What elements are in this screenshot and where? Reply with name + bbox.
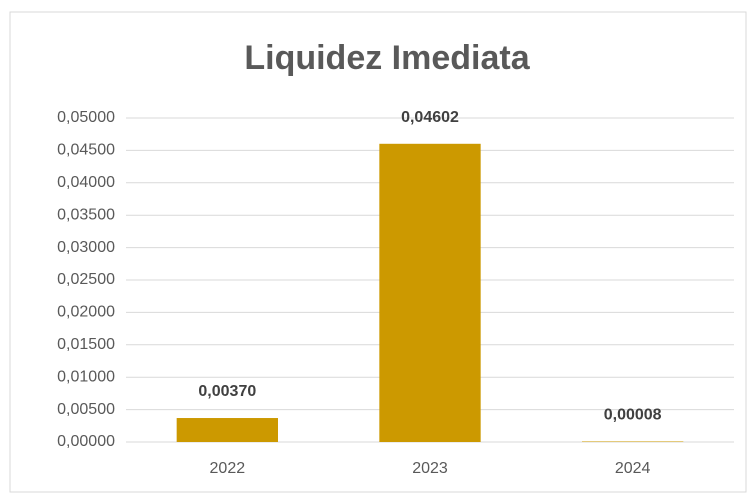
y-tick-label: 0,04000 <box>57 174 115 191</box>
y-tick-label: 0,05000 <box>57 109 115 126</box>
y-tick-label: 0,02500 <box>57 271 115 288</box>
y-tick-label: 0,04500 <box>57 142 115 159</box>
data-label: 0,00370 <box>198 383 256 400</box>
y-tick-label: 0,03000 <box>57 239 115 256</box>
x-tick-label: 2022 <box>210 460 246 477</box>
y-tick-label: 0,01000 <box>57 368 115 385</box>
chart-title: Liquidez Imediata <box>244 39 530 77</box>
bar <box>582 441 684 442</box>
data-label: 0,04602 <box>401 109 459 126</box>
bar <box>176 418 278 442</box>
y-tick-label: 0,00500 <box>57 401 115 418</box>
data-label: 0,00008 <box>604 407 662 424</box>
bar <box>379 143 481 442</box>
x-tick-label: 2024 <box>615 460 651 477</box>
y-tick-label: 0,00000 <box>57 433 115 450</box>
y-tick-label: 0,02000 <box>57 304 115 321</box>
y-tick-label: 0,01500 <box>57 336 115 353</box>
x-tick-label: 2023 <box>412 460 448 477</box>
chart-border <box>9 11 747 493</box>
y-tick-label: 0,03500 <box>57 206 115 223</box>
